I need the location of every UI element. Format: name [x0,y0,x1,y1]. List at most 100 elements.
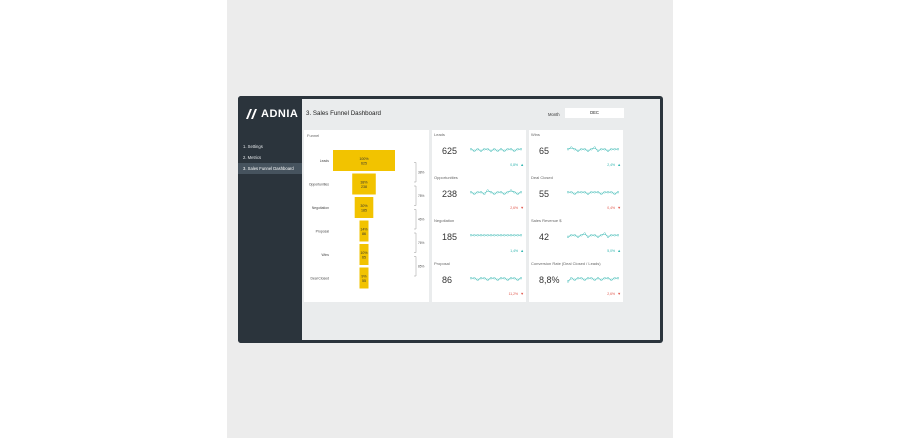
sparkline-point [513,191,516,194]
sparkline-point [513,234,516,237]
sparkline-line [567,233,618,238]
funnel-stage-label: Opportunities [309,183,329,187]
sparkline-point [499,191,503,194]
sparkline-point [483,234,486,237]
sparkline-point [509,148,513,151]
sparkline-point [506,234,509,237]
funnel-stage-pct: 100% [359,157,369,161]
metric-card-wins: Wins 65 2,4% ▲ [529,130,623,173]
funnel-stage-label: Negotiation [312,206,329,210]
sparkline-point [473,234,476,237]
funnel-stage-value: 625 [361,162,367,166]
sparkline-point [593,191,596,194]
sparkline-point [479,277,483,280]
sparkline-point [590,148,593,151]
metric-change: 0,4% [607,206,615,210]
sparkline-point [473,149,476,152]
funnel-stage-pct: 30% [360,204,368,208]
sparkline-point [586,149,590,152]
sparkline-point [600,192,603,195]
sparkline-point [493,277,496,280]
sidebar: ADNIA 1. Settings 2. Metrics 3. Sales Fu… [238,96,302,343]
sparkline-point [593,234,596,237]
funnel-conversion-rate: 38% [418,170,425,174]
dashboard-window: ADNIA 1. Settings 2. Metrics 3. Sales Fu… [238,96,663,343]
arrow-up-icon: ▲ [617,249,621,253]
sparkline-point [590,277,593,280]
sparkline-point [573,278,576,281]
sparkline-point [616,148,619,151]
metric-change: 1,4% [510,249,518,253]
sparkline-line [567,277,618,282]
sparkline-point [570,191,573,194]
sparkline-point [567,148,570,151]
sidebar-item-settings[interactable]: 1. Settings [243,144,263,149]
sparkline-point [476,278,479,281]
funnel-conversion-rate: 76% [418,241,425,245]
month-label: Month [548,112,560,117]
sidebar-nav: 1. Settings 2. Metrics 3. Sales Funnel D… [238,141,302,174]
sparkline-point [503,192,506,195]
funnel-stage-value: 55 [362,279,366,283]
sparkline-point [489,149,493,152]
sparkline-point [476,148,479,151]
sidebar-item-sales-funnel-dashboard[interactable]: 3. Sales Funnel Dashboard [238,163,302,174]
sparkline-point [580,148,583,151]
sparkline-point [586,192,590,195]
funnel-stage-pct: 10% [360,251,368,255]
metric-title: Wins [531,132,540,137]
metric-title: Proposal [434,261,450,266]
sparkline-point [499,234,503,237]
metric-card-conversion-rate-deal-closed-leads: Conversion Rate (Deal Closed / Leads) 8,8… [529,259,623,302]
month-selector[interactable]: DEC [565,108,624,118]
metric-sparkline [567,277,619,283]
sparkline-point [596,191,600,194]
sparkline-point [573,234,576,237]
metric-sparkline [470,277,522,281]
sparkline-point [513,277,516,280]
funnel-bar-wins [359,244,369,265]
sparkline-point [509,277,513,280]
metric-sparkline [470,189,522,195]
sparkline-point [506,278,509,281]
funnel-stage-pct: 14% [360,228,368,232]
metric-change: 2,4% [607,163,615,167]
sparkline-point [603,232,606,235]
sparkline-point [580,191,583,194]
sparkline-point [506,191,509,194]
sparkline-line [567,147,618,152]
sidebar-item-metrics[interactable]: 2. Metrics [243,155,262,160]
sparkline-point [470,191,473,194]
arrow-down-icon: ▼ [520,206,524,210]
sparkline-point [470,277,473,280]
sparkline-point [496,278,499,281]
sparkline-point [470,148,473,151]
sparkline-point [606,277,610,280]
sparkline-point [493,192,496,195]
sparkline-point [606,191,610,194]
sparkline-point [580,234,583,237]
sparkline-point [603,191,606,194]
metric-change: 0,8% [510,163,518,167]
sparkline-point [576,235,580,238]
sparkline-point [486,148,489,151]
sparkline-point [519,148,522,151]
funnel-bar-proposal [359,220,369,242]
sparkline-point [476,234,479,237]
sparkline-point [476,191,479,194]
sparkline-point [567,191,570,194]
sparkline-point [586,277,590,280]
funnel-stage-label: Deal Closed [311,277,330,281]
metric-sparkline [567,232,619,238]
sparkline-point [509,189,513,192]
sparkline-point [503,234,506,237]
sparkline-point [603,277,606,280]
sparkline-point [596,235,600,238]
sparkline-point [576,191,580,194]
sparkline-point [486,189,489,192]
funnel-stage-value: 65 [362,256,366,260]
sparkline-point [600,278,603,281]
sparkline-point [483,192,486,195]
sparkline-point [499,277,503,280]
metric-value: 86 [442,275,453,285]
